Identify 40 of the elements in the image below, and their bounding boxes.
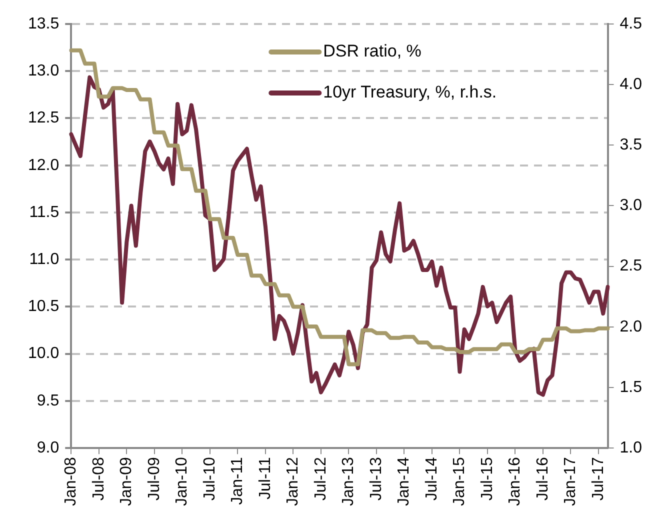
x-tick-label: Jan-14 <box>396 456 413 506</box>
x-tick-label: Jan-13 <box>340 456 358 506</box>
y2-tick-label: 3.5 <box>620 136 642 154</box>
x-tick-label: Jul-09 <box>146 456 163 501</box>
y2-tick-label: 1.0 <box>620 439 642 456</box>
x-tick-label: Jan-09 <box>118 456 136 506</box>
x-tick-label: Jan-15 <box>451 456 468 506</box>
y2-tick-label: 3.0 <box>620 197 642 214</box>
y2-tick-label: 4.0 <box>620 76 642 93</box>
x-tick-label: Jul-08 <box>90 456 108 501</box>
x-tick-label: Jul-11 <box>256 456 274 500</box>
x-tick-label: Jul-10 <box>201 456 218 501</box>
y2-tick-label: 2.5 <box>620 258 642 275</box>
y-tick-label: 9.0 <box>36 439 60 456</box>
y-tick-label: 12.5 <box>28 110 60 127</box>
y2-tick-label: 2.0 <box>620 318 642 336</box>
x-tick-label: Jan-17 <box>562 456 580 506</box>
x-tick-label: Jul-16 <box>534 456 552 501</box>
y2-tick-label: 4.5 <box>620 15 642 32</box>
x-tick-label: Jan-10 <box>174 456 191 506</box>
y-tick-label: 13.5 <box>28 15 60 32</box>
x-tick-label: Jan-11 <box>229 456 246 505</box>
x-tick-label: Jan-16 <box>506 456 524 506</box>
x-tick-label: Jan-08 <box>62 456 80 506</box>
y-tick-label: 10.5 <box>28 298 60 316</box>
y-tick-label: 11.0 <box>29 251 60 268</box>
y2-tick-label: 1.5 <box>620 378 642 396</box>
x-tick-label: Jan-12 <box>284 456 302 506</box>
x-tick-label: Jul-14 <box>423 456 440 501</box>
y-tick-label: 12.0 <box>28 156 60 174</box>
legend-label: 10yr Treasury, %, r.h.s. <box>323 82 497 102</box>
x-tick-label: Jul-12 <box>312 456 330 501</box>
x-tick-label: Jul-13 <box>368 456 385 501</box>
y-tick-label: 10.0 <box>28 345 60 362</box>
x-tick-label: Jul-17 <box>590 456 607 501</box>
x-tick-label: Jul-15 <box>478 456 496 501</box>
y-tick-label: 9.5 <box>36 392 60 410</box>
y-tick-label: 11.5 <box>29 204 60 221</box>
y-tick-label: 13.0 <box>28 62 60 80</box>
legend-label: DSR ratio, % <box>323 42 422 61</box>
